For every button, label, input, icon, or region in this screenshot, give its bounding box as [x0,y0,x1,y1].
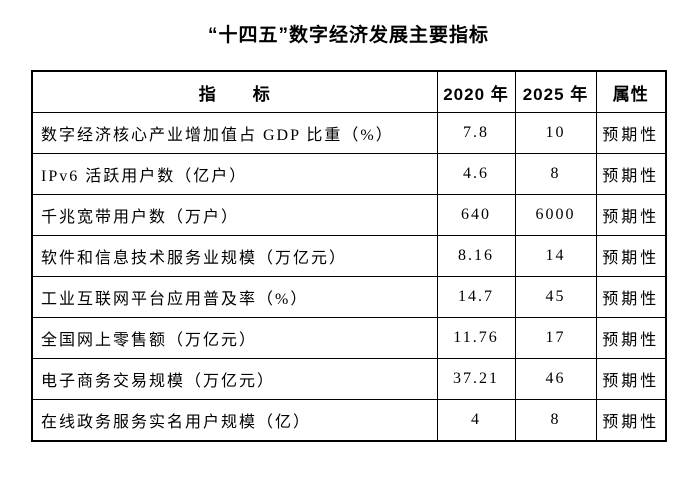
attribute-cell: 预期性 [595,112,667,154]
attribute-cell: 预期性 [595,276,667,318]
value-2020-cell: 11.76 [436,317,516,359]
attribute-cell: 预期性 [595,235,667,277]
value-2025-cell: 8 [514,153,597,195]
attribute-cell: 预期性 [595,358,667,400]
value-2020-cell: 8.16 [436,235,516,277]
value-2020-cell: 7.8 [436,112,516,154]
table-row: 软件和信息技术服务业规模（万亿元） 8.16 14 预期性 [31,235,667,277]
value-2025-cell: 45 [514,276,597,318]
column-header-indicator: 指 标 [31,70,438,113]
value-2025-cell: 10 [514,112,597,154]
value-2020-cell: 4.6 [436,153,516,195]
indicator-cell: 软件和信息技术服务业规模（万亿元） [31,235,438,277]
attribute-cell: 预期性 [595,399,667,442]
table-row: 千兆宽带用户数（万户） 640 6000 预期性 [31,194,667,236]
attribute-cell: 预期性 [595,317,667,359]
table-row: 全国网上零售额（万亿元） 11.76 17 预期性 [31,317,667,359]
attribute-cell: 预期性 [595,153,667,195]
indicator-cell: 全国网上零售额（万亿元） [31,317,438,359]
column-header-2020: 2020 年 [436,70,516,113]
value-2025-cell: 6000 [514,194,597,236]
indicator-cell: 千兆宽带用户数（万户） [31,194,438,236]
value-2020-cell: 37.21 [436,358,516,400]
table-row: 在线政务服务实名用户规模（亿） 4 8 预期性 [31,399,667,442]
table-row: IPv6 活跃用户数（亿户） 4.6 8 预期性 [31,153,667,195]
attribute-cell: 预期性 [595,194,667,236]
value-2025-cell: 8 [514,399,597,442]
value-2025-cell: 14 [514,235,597,277]
table-row: 数字经济核心产业增加值占 GDP 比重（%） 7.8 10 预期性 [31,112,667,154]
document-title: “十四五”数字经济发展主要指标 [207,25,489,46]
table-row: 工业互联网平台应用普及率（%） 14.7 45 预期性 [31,276,667,318]
header-row: 指 标 2020 年 2025 年 属性 [31,70,667,113]
table-row: 电子商务交易规模（万亿元） 37.21 46 预期性 [31,358,667,400]
value-2025-cell: 17 [514,317,597,359]
indicator-cell: IPv6 活跃用户数（亿户） [31,153,438,195]
value-2020-cell: 14.7 [436,276,516,318]
value-2020-cell: 4 [436,399,516,442]
column-header-2025: 2025 年 [514,70,597,113]
indicator-cell: 工业互联网平台应用普及率（%） [31,276,438,318]
indicators-table: 指 标 2020 年 2025 年 属性 数字经济核心产业增加值占 GDP 比重… [31,70,667,442]
column-header-attribute: 属性 [595,70,667,113]
value-2020-cell: 640 [436,194,516,236]
value-2025-cell: 46 [514,358,597,400]
indicator-cell: 电子商务交易规模（万亿元） [31,358,438,400]
indicator-cell: 在线政务服务实名用户规模（亿） [31,399,438,442]
indicator-cell: 数字经济核心产业增加值占 GDP 比重（%） [31,112,438,154]
